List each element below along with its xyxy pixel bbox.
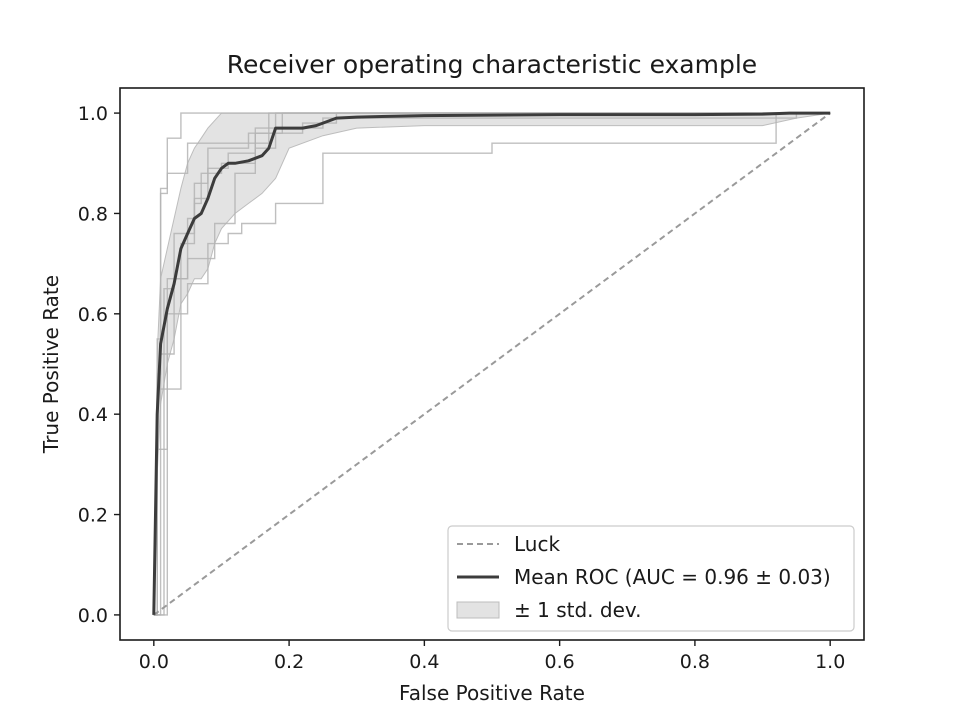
x-tick-label: 1.0: [815, 651, 845, 673]
chart-title: Receiver operating characteristic exampl…: [227, 50, 757, 79]
fold-roc-curve-5: [153, 112, 831, 616]
legend-std-band-label: ± 1 std. dev.: [514, 598, 642, 622]
y-tick-label: 0.2: [78, 505, 108, 527]
x-tick-label: 0.8: [680, 651, 710, 673]
plot-frame: [119, 87, 865, 641]
x-tick-label: 0.0: [139, 651, 169, 673]
y-axis-label: True Positive Rate: [39, 275, 63, 454]
legend: Luck Mean ROC (AUC = 0.96 ± 0.03) ± 1 st…: [447, 525, 855, 632]
y-tick-label: 1.0: [78, 103, 108, 125]
y-tick-label: 0.4: [78, 404, 108, 426]
plot-area: [152, 111, 831, 616]
legend-luck-label: Luck: [514, 532, 560, 556]
x-tick-label: 0.6: [545, 651, 575, 673]
mean-roc-curve: [152, 111, 831, 615]
y-tick-label: 0.8: [78, 203, 108, 225]
legend-box: [447, 525, 855, 632]
y-tick-label: 0.6: [78, 304, 108, 326]
x-tick-label: 0.4: [409, 651, 439, 673]
legend-std-band-swatch: [456, 601, 500, 619]
y-tick-label: 0.0: [78, 605, 108, 627]
legend-mean-roc-label: Mean ROC (AUC = 0.96 ± 0.03): [514, 565, 831, 589]
x-axis-label: False Positive Rate: [399, 681, 585, 705]
x-tick-label: 0.2: [274, 651, 304, 673]
axis-ticks: 0.0 0.2 0.4 0.6 0.8 1.0 0.0 0.2 0.4 0.6 0.8 1.0: [78, 103, 846, 673]
fold-roc-curve-4: [153, 112, 831, 616]
luck-line: [153, 112, 831, 616]
